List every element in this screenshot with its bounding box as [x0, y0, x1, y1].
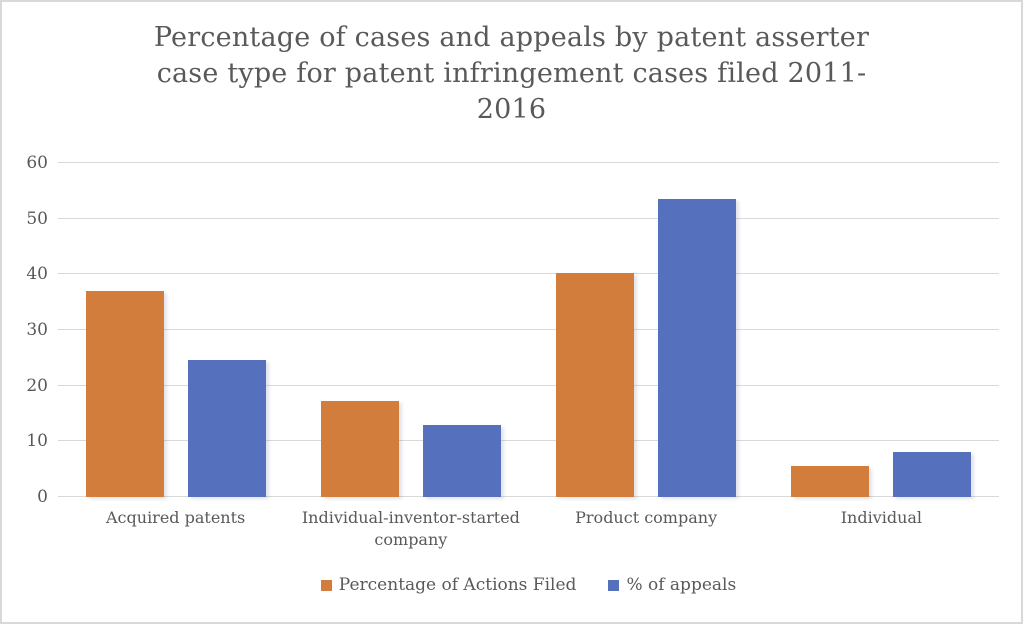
category-label: Acquired patents: [106, 508, 246, 527]
gridline: [58, 162, 999, 163]
gridline: [58, 273, 999, 275]
category-label: Product company: [575, 508, 718, 527]
legend-swatch-icon: [320, 579, 332, 591]
bar--of-appeals: [187, 359, 266, 497]
legend-item: % of appeals: [608, 574, 736, 596]
y-axis-tick-label: 50: [26, 208, 48, 229]
category-label: Individual-inventor-started company: [301, 508, 520, 549]
chart-title-line: case type for patent infringement cases …: [156, 58, 867, 89]
bar-percentage-of-actions-filed: [556, 272, 635, 497]
plot-area: [58, 162, 999, 497]
bar-group: [58, 163, 293, 497]
y-axis-tick-label: 10: [26, 431, 48, 452]
legend-label: % of appeals: [626, 575, 737, 595]
legend-item: Percentage of Actions Filed: [320, 574, 577, 596]
gridline: [58, 496, 999, 497]
y-axis-tick-label: 20: [26, 375, 48, 396]
bar-percentage-of-actions-filed: [320, 401, 399, 497]
gridline: [58, 440, 999, 442]
gridline: [58, 217, 999, 219]
gridline: [58, 329, 999, 330]
bar-group: [764, 163, 999, 497]
y-axis-tick-label: 0: [37, 487, 48, 507]
x-axis-category-labels: Acquired patents Individual-inventor-star…: [58, 507, 999, 551]
bar-percentage-of-actions-filed: [85, 291, 164, 497]
bar--of-appeals: [893, 452, 972, 497]
bar--of-appeals: [658, 198, 737, 497]
y-axis-tick-label: 60: [26, 153, 48, 173]
bar-percentage-of-actions-filed: [791, 465, 870, 497]
legend-swatch-icon: [608, 579, 620, 591]
bar-groups: [58, 163, 999, 497]
chart-title-line: 2016: [476, 94, 547, 125]
y-axis-tick-label: 40: [26, 264, 48, 285]
legend-label: Percentage of Actions Filed: [338, 575, 577, 595]
chart-title-line: Percentage of cases and appeals by paten…: [153, 22, 870, 53]
chart-title: Percentage of cases and appeals by paten…: [2, 20, 1021, 128]
bar-group: [293, 163, 528, 497]
bar-group: [529, 163, 764, 497]
category-label: Individual: [840, 508, 923, 527]
legend: Percentage of Actions Filed % of appeals: [58, 574, 999, 596]
gridline: [58, 384, 999, 386]
y-axis: 0 10 20 30 40 50 60: [2, 153, 48, 507]
bar--of-appeals: [422, 424, 501, 497]
y-axis-tick-label: 30: [26, 320, 48, 340]
